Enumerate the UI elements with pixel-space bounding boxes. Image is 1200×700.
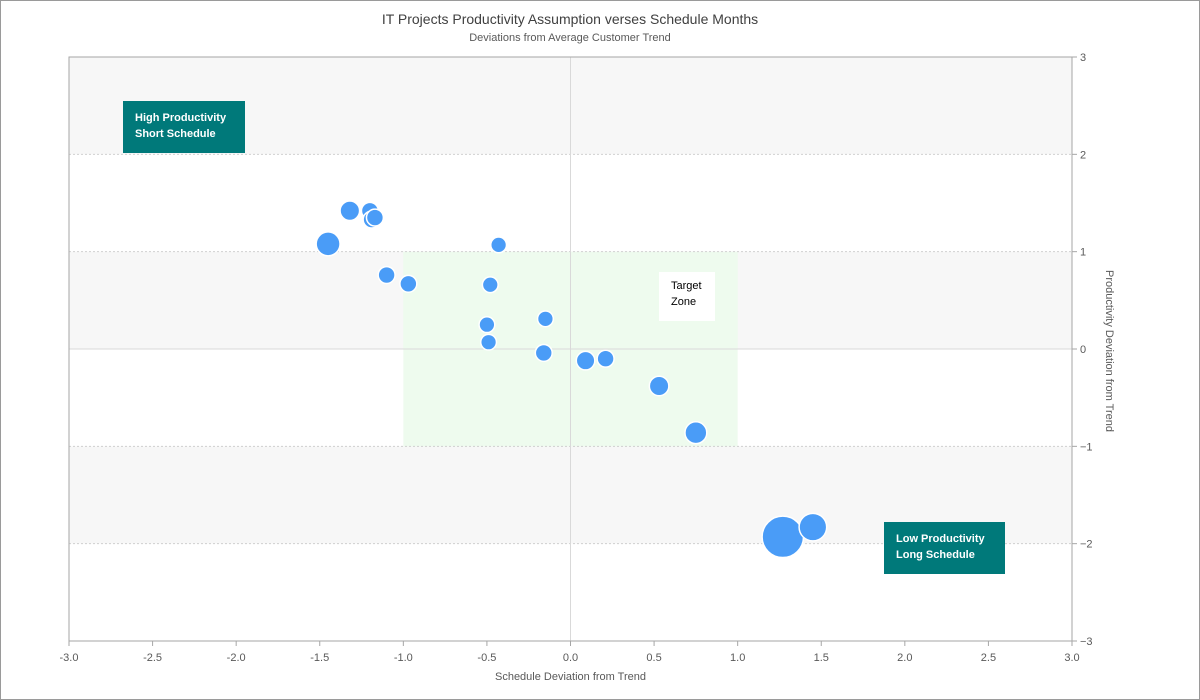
data-point <box>798 512 828 542</box>
data-point <box>761 515 805 559</box>
y-tick-label: −3 <box>1080 636 1093 648</box>
chart-subtitle: Deviations from Average Customer Trend <box>469 32 671 44</box>
data-point <box>534 343 553 363</box>
x-tick-label: 2.5 <box>981 652 996 664</box>
y-tick-label: −1 <box>1080 441 1093 453</box>
y-tick-label: −2 <box>1080 539 1093 551</box>
x-axis-label: Schedule Deviation from Trend <box>495 671 646 683</box>
low-productivity-callout: Low Productivity Long Schedule <box>884 522 1005 574</box>
x-tick-label: -2.0 <box>227 652 246 664</box>
y-tick-label: 3 <box>1080 52 1086 64</box>
x-tick-label: -2.5 <box>143 652 162 664</box>
data-point <box>478 316 496 334</box>
target-label: Target <box>671 280 702 292</box>
high-productivity-label: High Productivity <box>135 112 227 124</box>
target-zone-label-box: Target Zone <box>659 272 715 321</box>
x-tick-label: -3.0 <box>60 652 79 664</box>
y-tick-label: 2 <box>1080 149 1086 161</box>
x-tick-label: 0.0 <box>563 652 578 664</box>
x-tick-label: 1.5 <box>814 652 829 664</box>
data-point <box>536 310 555 328</box>
data-point <box>490 236 508 254</box>
low-productivity-label: Low Productivity <box>896 533 985 545</box>
y-axis-label: Productivity Deviation from Trend <box>1103 270 1115 432</box>
data-point <box>339 200 361 222</box>
y-tick-label: 0 <box>1080 344 1086 356</box>
data-point <box>399 274 418 293</box>
chart-title: IT Projects Productivity Assumption vers… <box>381 11 759 27</box>
data-point <box>596 349 615 368</box>
zone-label: Zone <box>671 296 697 308</box>
x-tick-label: 2.0 <box>897 652 912 664</box>
data-point <box>479 333 498 351</box>
long-schedule-label: Long Schedule <box>896 549 975 561</box>
data-point <box>377 265 396 285</box>
x-tick-label: -0.5 <box>477 652 496 664</box>
data-point <box>575 350 596 371</box>
data-point <box>684 421 708 445</box>
x-tick-label: 1.0 <box>730 652 745 664</box>
short-schedule-label: Short Schedule <box>135 128 216 140</box>
x-tick-label: -1.5 <box>310 652 329 664</box>
data-point <box>315 231 341 257</box>
data-point <box>481 276 499 294</box>
data-point <box>365 208 385 227</box>
x-tick-label: 3.0 <box>1064 652 1079 664</box>
x-tick-label: -1.0 <box>394 652 413 664</box>
high-productivity-callout: High Productivity Short Schedule <box>123 101 245 153</box>
data-point <box>648 375 670 397</box>
x-tick-label: 0.5 <box>646 652 661 664</box>
y-tick-label: 1 <box>1080 247 1086 259</box>
